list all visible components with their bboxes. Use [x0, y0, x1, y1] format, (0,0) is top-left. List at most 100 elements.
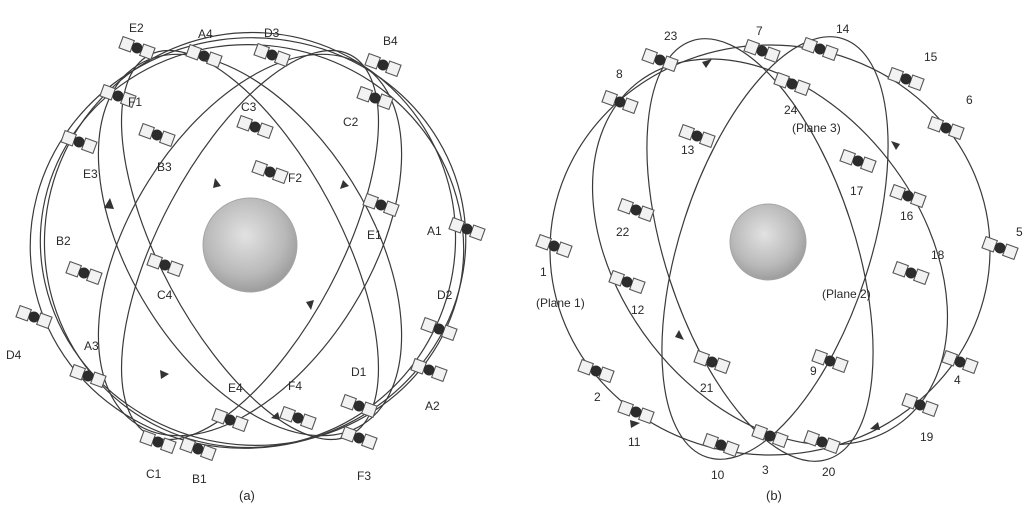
plane-1-label: (Plane 1) [536, 296, 585, 310]
satellite-a1-label: A1 [427, 224, 442, 238]
satellite-a3 [69, 363, 107, 389]
panel-a: E2 A4 D3 B4 F1 C3 C2 B3 E3 F2 E1 A1 B2 C4 D2 D4 A3 E4 F4 D1… [6, 21, 486, 503]
earth-a [202, 197, 298, 293]
satellite-5-label: 5 [1016, 225, 1023, 239]
satellite-21 [693, 349, 731, 375]
satellite-a4 [185, 43, 223, 69]
satellite-18 [892, 260, 930, 286]
orbit-arrow [340, 180, 349, 189]
panel-a-caption: (a) [239, 488, 255, 503]
satellite-d4-label: D4 [6, 348, 22, 362]
orbit-arrow [891, 141, 900, 150]
satellite-4-label: 4 [954, 373, 961, 387]
satellite-3 [751, 423, 789, 449]
satellite-f3 [340, 425, 378, 451]
satellite-8-label: 8 [616, 67, 623, 81]
satellite-f2 [251, 159, 289, 185]
satellite-15 [887, 66, 925, 92]
satellite-f1-label: F1 [128, 95, 142, 109]
satellite-13 [678, 123, 716, 149]
satellite-1-label: 1 [540, 265, 547, 279]
orbit-a-cross-4 [97, 53, 403, 437]
satellite-c4 [146, 252, 184, 278]
orbit-b-plane-3 [591, 58, 949, 446]
satellite-e4-label: E4 [228, 381, 243, 395]
satellite-a4-label: A4 [198, 27, 213, 41]
satellite-b3-label: B3 [157, 160, 172, 174]
satellite-e4 [211, 407, 249, 433]
orbit-arrow [630, 420, 640, 428]
satellite-f4-label: F4 [288, 379, 302, 393]
panel-b-caption: (b) [766, 488, 782, 503]
satellite-16-label: 16 [900, 209, 914, 223]
satellite-b2 [65, 260, 103, 286]
satellite-c2-label: C2 [343, 115, 359, 129]
satellite-b4-label: B4 [383, 34, 398, 48]
satellite-21-label: 21 [700, 381, 714, 395]
orbit-arrow [271, 412, 280, 420]
satellite-6 [927, 115, 965, 141]
satellite-16 [889, 183, 927, 209]
satellite-19 [901, 392, 939, 418]
satellite-14-label: 14 [836, 22, 850, 36]
satellite-13-label: 13 [681, 143, 695, 157]
satellite-12-label: 12 [631, 303, 645, 317]
satellite-c1-label: C1 [146, 467, 162, 481]
satellite-18-label: 18 [931, 248, 945, 262]
satellite-9 [811, 348, 849, 374]
satellite-19-label: 19 [920, 430, 934, 444]
satellite-10-label: 10 [711, 468, 725, 482]
satellite-f1 [99, 83, 137, 109]
satellite-d3 [253, 42, 291, 68]
orbit-b-plane-2 [661, 36, 889, 460]
satellite-7 [743, 38, 781, 64]
satellite-a3-label: A3 [84, 339, 99, 353]
satellite-b3 [138, 122, 176, 148]
panel-a-satellites: E2 A4 D3 B4 F1 C3 C2 B3 E3 F2 E1 A1 B2 C4 D2 D4 A3 E4 F4 D1… [6, 21, 486, 486]
satellite-23 [641, 47, 679, 73]
orbit-arrow [870, 422, 880, 430]
satellite-22-label: 22 [616, 225, 630, 239]
orbit-arrow [306, 300, 314, 310]
satellite-d1-label: D1 [351, 365, 367, 379]
satellite-22 [617, 197, 655, 223]
satellite-e3-label: E3 [83, 167, 98, 181]
satellite-e1-label: E1 [367, 228, 382, 242]
satellite-c3 [236, 114, 274, 140]
satellite-c4-label: C4 [157, 288, 173, 302]
satellite-f2-label: F2 [288, 171, 302, 185]
satellite-d2 [420, 316, 458, 342]
satellite-c2 [356, 85, 394, 111]
orbit-a-cross-3 [97, 53, 403, 437]
satellite-23-label: 23 [664, 29, 678, 43]
orbit-b-plane-1 [646, 38, 874, 462]
satellite-20-label: 20 [822, 465, 836, 479]
satellite-12 [608, 269, 646, 295]
satellite-e3 [60, 129, 98, 155]
satellite-14 [801, 36, 839, 62]
satellite-c3-label: C3 [241, 100, 257, 114]
satellite-d4 [15, 304, 53, 330]
satellite-20 [803, 429, 841, 455]
satellite-1 [535, 233, 573, 259]
satellite-11-label: 11 [628, 435, 641, 449]
satellite-4 [941, 349, 979, 375]
satellite-24-label: 24 [784, 103, 798, 117]
satellite-10 [702, 432, 740, 458]
satellite-c1 [139, 429, 177, 455]
orbit-arrow [160, 370, 169, 379]
satellite-3-label: 3 [762, 463, 769, 477]
satellite-2 [577, 358, 615, 384]
panel-b-satellites: 23 7 14 15 8 24 6 13 17 16 22 5 1 18 12 21 9 4 2 11 10 3 20 19 [535, 22, 1023, 482]
satellite-6-label: 6 [966, 93, 973, 107]
satellite-7-label: 7 [756, 24, 763, 38]
satellite-d1 [340, 393, 378, 419]
plane-3-label: (Plane 3) [792, 121, 841, 135]
satellite-f3-label: F3 [357, 469, 371, 483]
plane-2-label: (Plane 2) [822, 287, 871, 301]
satellite-a1 [448, 216, 486, 242]
satellite-d3-label: D3 [264, 26, 280, 40]
orbit-arrow [702, 59, 712, 68]
